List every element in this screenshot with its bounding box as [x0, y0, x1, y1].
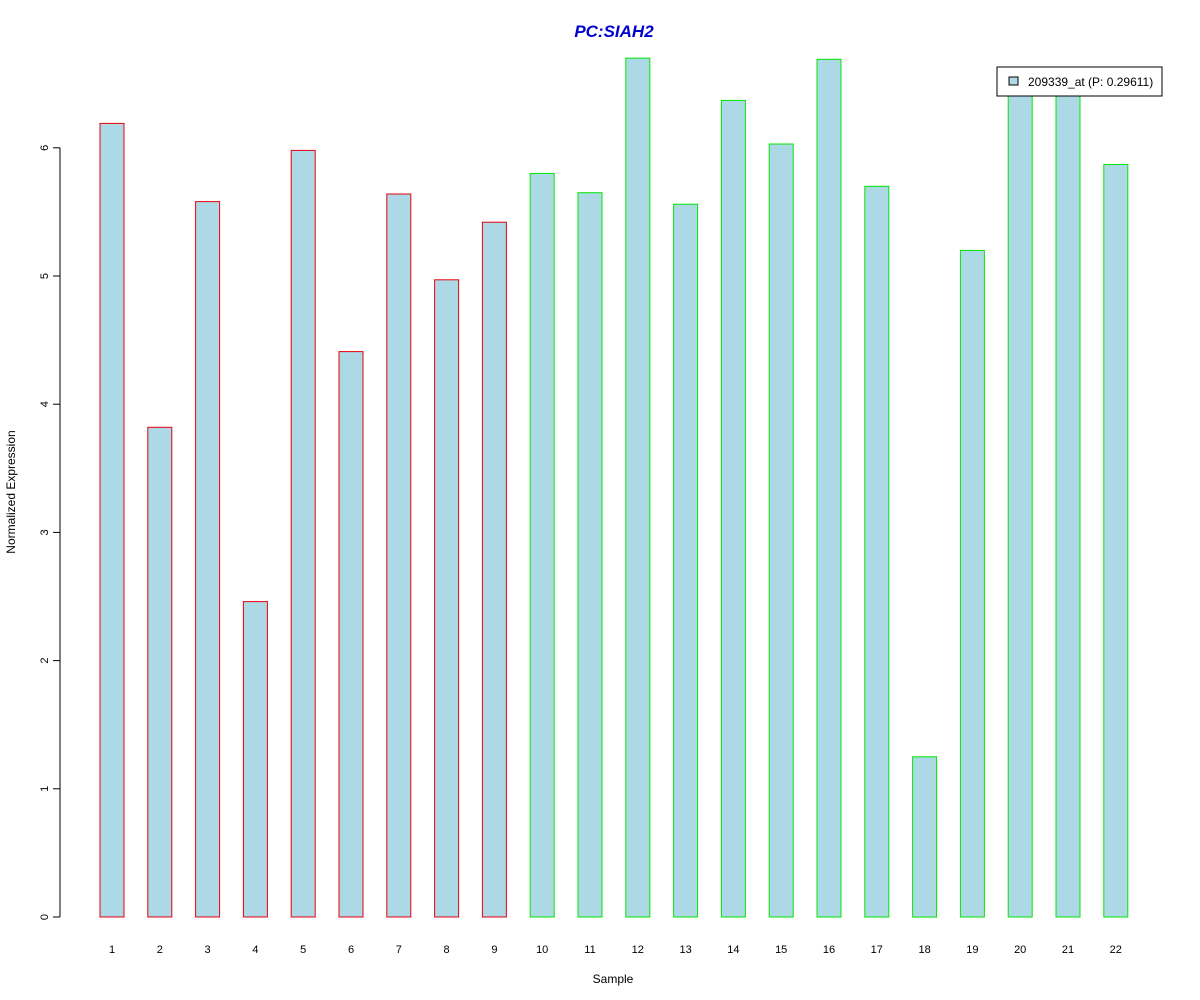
x-tick-label: 12 [632, 944, 644, 956]
x-tick-label: 22 [1110, 944, 1122, 956]
x-tick-labels: 1 2 3 4 5 6 7 8 9 10 11 12 13 14 15 16 17 18 19 20 21 22 [109, 944, 1122, 956]
x-axis-title: Sample [593, 972, 634, 986]
x-tick-label: 4 [252, 944, 258, 956]
bar-sample-21 [1055, 89, 1081, 918]
bar-sample-5 [290, 149, 316, 918]
y-tick-label: 3 [39, 529, 51, 535]
y-tick-label: 5 [39, 273, 51, 279]
y-axis-title: Normalized Expression [4, 430, 18, 553]
x-tick-label: 18 [918, 944, 930, 956]
bar-sample-9 [481, 221, 507, 918]
bar-sample-11 [577, 192, 603, 918]
bar-sample-6 [338, 351, 364, 918]
y-tick-label: 2 [39, 658, 51, 664]
bar-sample-10 [529, 172, 555, 918]
y-tick-label: 0 [39, 914, 51, 920]
x-tick-label: 3 [205, 944, 211, 956]
bar-sample-2 [147, 426, 173, 918]
chart-title: PC:SIAH2 [574, 22, 654, 41]
y-tick-label: 1 [39, 786, 51, 792]
y-tick-label: 6 [39, 145, 51, 151]
legend: 209339_at (P: 0.29611) [996, 66, 1163, 97]
legend-label: 209339_at (P: 0.29611) [1028, 75, 1153, 89]
x-tick-label: 14 [727, 944, 739, 956]
bar-sample-1 [99, 122, 125, 918]
legend-swatch [1008, 76, 1019, 86]
bar-sample-16 [816, 58, 842, 918]
bar-sample-19 [959, 249, 985, 918]
x-tick-label: 5 [300, 944, 306, 956]
bar-sample-14 [720, 99, 746, 918]
bar-sample-8 [434, 279, 460, 918]
x-tick-label: 11 [584, 944, 595, 956]
bar-sample-20 [1007, 89, 1033, 918]
bar-sample-22 [1103, 164, 1129, 918]
bar-sample-7 [386, 193, 412, 918]
x-tick-label: 8 [444, 944, 450, 956]
x-tick-label: 16 [823, 944, 835, 956]
bar-sample-15 [768, 143, 794, 918]
x-tick-label: 21 [1062, 944, 1074, 956]
bar-sample-12 [625, 57, 651, 918]
bar-sample-4 [242, 601, 268, 918]
bar-sample-13 [673, 203, 699, 918]
legend-box [996, 66, 1163, 97]
bar-sample-17 [864, 185, 890, 918]
x-tick-label: 10 [536, 944, 548, 956]
x-tick-label: 17 [871, 944, 883, 956]
x-tick-label: 7 [396, 944, 402, 956]
x-tick-label: 19 [966, 944, 978, 956]
x-tick-label: 6 [348, 944, 354, 956]
x-tick-label: 15 [775, 944, 787, 956]
x-tick-label: 13 [679, 944, 691, 956]
y-axis: 0 1 2 3 4 5 6 [39, 145, 61, 920]
bar-sample-3 [195, 201, 221, 918]
bar-sample-18 [912, 756, 938, 918]
x-tick-label: 1 [109, 944, 115, 956]
x-tick-label: 2 [157, 944, 163, 956]
x-tick-label: 20 [1014, 944, 1026, 956]
y-tick-label: 4 [39, 401, 51, 407]
x-tick-label: 9 [491, 944, 497, 956]
bars [99, 57, 1129, 918]
